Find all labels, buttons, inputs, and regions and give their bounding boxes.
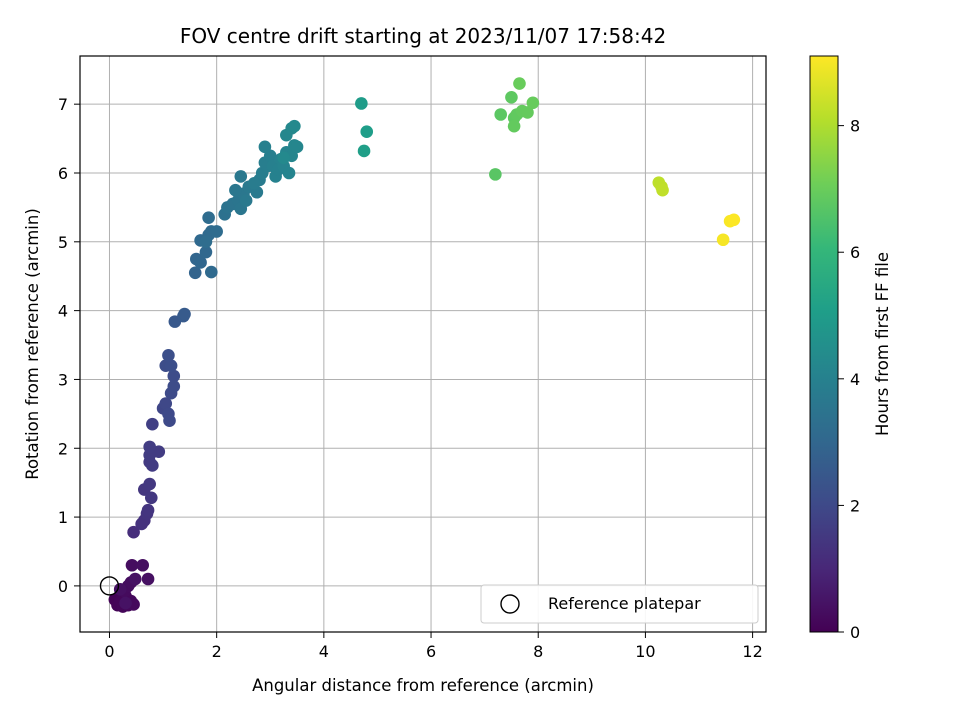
colorbar-tick-label: 4 <box>850 370 860 389</box>
data-point <box>277 151 290 165</box>
data-point <box>526 96 540 110</box>
data-point <box>146 417 159 431</box>
data-point <box>355 97 368 110</box>
colorbar-tick-label: 2 <box>850 496 860 515</box>
data-point <box>194 256 207 269</box>
legend-label: Reference platepar <box>548 594 701 613</box>
data-point <box>128 572 142 586</box>
data-point <box>113 583 127 596</box>
colorbar-tick-label: 0 <box>850 623 860 642</box>
y-tick-label: 4 <box>58 302 68 321</box>
data-point <box>239 194 253 207</box>
colorbar-tick-label: 6 <box>850 243 860 262</box>
colorbar-ticks: 0 2 4 6 8 <box>838 117 860 642</box>
x-tick-label: 8 <box>533 642 543 661</box>
data-point <box>727 213 741 227</box>
x-tick-label: 0 <box>104 642 114 661</box>
plot-frame <box>79 55 767 633</box>
colorbar: 0 2 4 6 8 Hours from first FF file <box>809 55 892 642</box>
data-point <box>229 183 242 197</box>
chart-title: FOV centre drift starting at 2023/11/07 … <box>180 24 666 48</box>
data-point <box>162 349 175 362</box>
data-point <box>188 266 202 280</box>
data-point <box>141 503 155 517</box>
data-point <box>178 307 191 321</box>
data-point <box>119 596 132 610</box>
data-point <box>234 170 248 183</box>
data-point <box>199 235 213 249</box>
data-point <box>125 558 139 572</box>
data-point <box>210 225 223 238</box>
data-point <box>146 459 159 472</box>
data-point <box>167 369 181 383</box>
data-point <box>716 233 730 247</box>
data-point <box>202 211 215 225</box>
colorbar-gradient <box>809 55 839 633</box>
data-point <box>521 106 534 119</box>
x-axis-label: Angular distance from reference (arcmin) <box>252 676 594 695</box>
data-point <box>505 90 518 104</box>
grid-lines <box>80 56 766 632</box>
data-point <box>143 477 156 491</box>
y-tick-label: 7 <box>58 95 68 114</box>
colorbar-tick-label: 8 <box>850 117 860 136</box>
data-point <box>144 491 158 505</box>
data-point <box>136 558 150 572</box>
data-point <box>258 140 272 154</box>
y-tick-label: 3 <box>58 370 68 389</box>
data-points <box>108 77 741 613</box>
data-point <box>143 440 156 454</box>
legend-marker <box>500 594 520 614</box>
legend: Reference platepar <box>480 584 759 624</box>
data-point <box>205 265 218 279</box>
y-tick-label: 5 <box>58 233 68 252</box>
data-point <box>656 183 669 197</box>
x-tick-label: 4 <box>319 642 329 661</box>
data-point <box>282 166 296 180</box>
data-point <box>360 125 374 138</box>
y-tick-label: 2 <box>58 439 68 458</box>
data-point <box>127 525 140 539</box>
x-tick-label: 6 <box>426 642 436 661</box>
data-point <box>199 245 213 259</box>
legend-box <box>480 584 759 624</box>
reference-point <box>99 576 120 596</box>
data-point <box>164 359 178 372</box>
y-tick-label: 0 <box>58 577 68 596</box>
data-point <box>247 177 261 190</box>
y-axis-ticks: 0 1 2 3 4 5 6 7 <box>58 95 80 596</box>
data-point <box>290 140 304 154</box>
y-tick-label: 6 <box>58 164 68 183</box>
data-point <box>494 108 508 121</box>
data-point <box>288 119 301 133</box>
x-tick-label: 2 <box>212 642 222 661</box>
data-point <box>159 397 173 410</box>
data-point <box>507 119 521 133</box>
data-point <box>163 414 176 428</box>
data-point <box>513 77 526 90</box>
data-point <box>167 380 181 393</box>
x-tick-label: 10 <box>635 642 655 661</box>
x-axis-ticks: 0 2 4 6 8 10 12 <box>104 632 763 661</box>
data-point <box>141 572 155 586</box>
y-tick-label: 1 <box>58 508 68 527</box>
data-point <box>357 144 371 158</box>
reference-marker <box>99 576 120 596</box>
x-tick-label: 12 <box>742 642 762 661</box>
y-axis-label: Rotation from reference (arcmin) <box>23 208 42 480</box>
data-point <box>489 168 502 181</box>
colorbar-label: Hours from first FF file <box>873 252 892 436</box>
